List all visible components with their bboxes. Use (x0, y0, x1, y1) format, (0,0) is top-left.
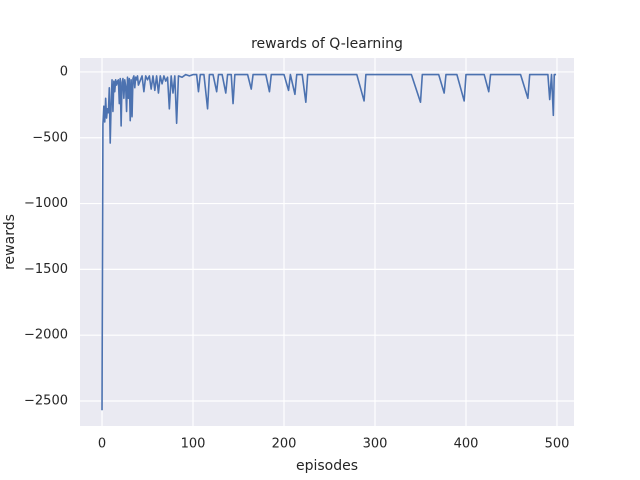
x-tick-label: 400 (454, 437, 479, 452)
y-tick-label: 0 (60, 64, 68, 79)
x-tick-label: 500 (545, 437, 570, 452)
x-axis-label: episodes (296, 458, 358, 474)
x-tick-label: 300 (363, 437, 388, 452)
chart-title: rewards of Q-learning (251, 36, 403, 52)
x-tick-label: 100 (181, 437, 206, 452)
y-tick-label: −500 (32, 130, 68, 145)
x-tick-label: 200 (272, 437, 297, 452)
y-tick-label: −2000 (24, 328, 68, 343)
plot-area (80, 58, 574, 426)
x-tick-label: 0 (98, 437, 106, 452)
y-tick-label: −2500 (24, 393, 68, 408)
y-axis-label: rewards (2, 214, 18, 270)
line (101, 73, 557, 411)
y-tick-label: −1000 (24, 196, 68, 211)
y-tick-label: −1500 (24, 262, 68, 277)
